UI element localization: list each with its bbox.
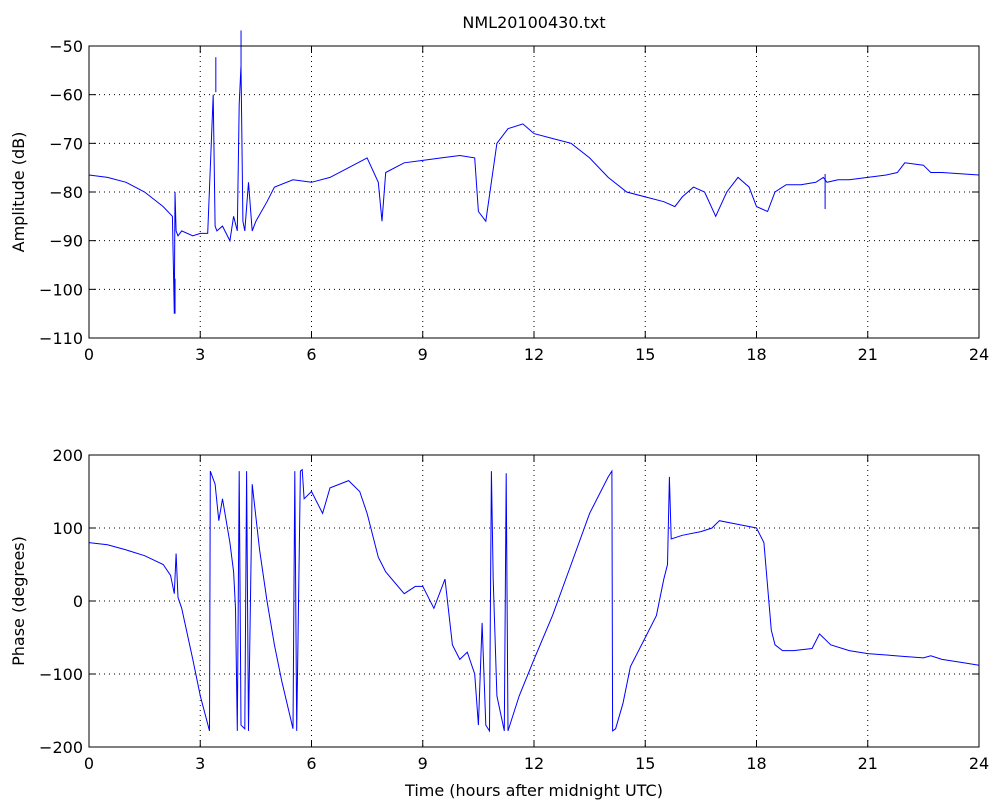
amplitude-ytick-label-2: −90: [49, 232, 83, 251]
phase-ytick-label-2: 0: [73, 592, 83, 611]
phase-xtick-label-3: 9: [418, 754, 428, 773]
phase-xtick-label-8: 24: [969, 754, 989, 773]
amplitude-xtick-label-3: 9: [418, 345, 428, 364]
phase-xtick-label-1: 3: [195, 754, 205, 773]
amplitude-ytick-label-1: −100: [39, 280, 83, 299]
phase-xtick-label-5: 15: [635, 754, 655, 773]
phase-xtick-label-0: 0: [84, 754, 94, 773]
phase-ytick-label-1: −100: [39, 665, 83, 684]
amplitude-ytick-label-6: −50: [49, 37, 83, 56]
amplitude-xtick-label-4: 12: [524, 345, 544, 364]
phase-xtick-label-6: 18: [746, 754, 766, 773]
amplitude-ytick-label-3: −80: [49, 183, 83, 202]
phase-xtick-label-2: 6: [306, 754, 316, 773]
figure-title: NML20100430.txt: [462, 13, 605, 32]
phase-xlabel: Time (hours after midnight UTC): [404, 781, 663, 800]
phase-series-line: [88, 468, 980, 733]
amplitude-xtick-label-8: 24: [969, 345, 989, 364]
amplitude-xtick-label-2: 6: [306, 345, 316, 364]
phase-ytick-label-0: −200: [39, 738, 83, 757]
amplitude-xtick-label-5: 15: [635, 345, 655, 364]
phase-xtick-label-4: 12: [524, 754, 544, 773]
amplitude-xtick-label-7: 21: [858, 345, 878, 364]
phase-plot: 0 3 6 9 12 15 18 21 24 −200 −100 0 100 200 Phase (degr…: [9, 446, 989, 800]
amplitude-ylabel: Amplitude (dB): [9, 132, 28, 253]
amplitude-axes-frame: [88, 45, 980, 339]
amplitude-ytick-label-5: −60: [49, 86, 83, 105]
amplitude-xtick-label-1: 3: [195, 345, 205, 364]
amplitude-ytick-label-0: −110: [39, 329, 83, 348]
amplitude-plot: 0 3 6 9 12 15 18 21 24 −110 −100 −90 −80 −70 −60 −50 Amp…: [9, 30, 989, 364]
phase-ytick-label-4: 200: [52, 446, 83, 465]
phase-ylabel: Phase (degrees): [9, 536, 28, 666]
phase-ytick-label-3: 100: [52, 519, 83, 538]
amplitude-xtick-label-0: 0: [84, 345, 94, 364]
amplitude-series-line: [88, 65, 980, 314]
amplitude-xtick-label-6: 18: [746, 345, 766, 364]
phase-xtick-label-7: 21: [858, 754, 878, 773]
amplitude-ytick-label-4: −70: [49, 134, 83, 153]
phase-axes-frame: [88, 454, 980, 748]
